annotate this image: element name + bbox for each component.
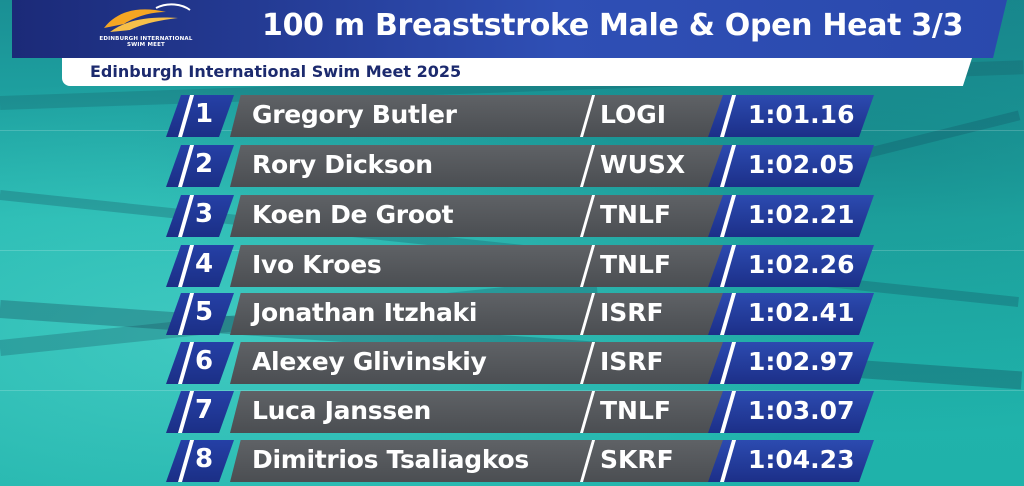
name-cell: Luca Janssen xyxy=(230,391,586,433)
meet-logo: EDINBURGH INTERNATIONAL SWIM MEET xyxy=(96,2,196,56)
rank-number: 3 xyxy=(194,199,214,229)
club-code: ISRF xyxy=(600,298,664,327)
time-cell: 1:01.16 xyxy=(708,95,874,137)
rank-number: 4 xyxy=(194,249,214,279)
result-row: 2 Rory Dickson WUSX 1:02.05 xyxy=(0,145,1024,187)
rank-cell: 6 xyxy=(166,342,234,384)
club-cell: ISRF xyxy=(572,293,724,335)
name-cell: Koen De Groot xyxy=(230,195,586,237)
name-cell: Dimitrios Tsaliagkos xyxy=(230,440,586,482)
result-row: 3 Koen De Groot TNLF 1:02.21 xyxy=(0,195,1024,237)
swimmer-name: Ivo Kroes xyxy=(252,250,382,279)
swimmer-name: Jonathan Itzhaki xyxy=(252,298,478,327)
club-code: TNLF xyxy=(600,250,671,279)
result-time: 1:02.05 xyxy=(748,150,855,179)
club-cell: TNLF xyxy=(572,195,724,237)
rank-number: 2 xyxy=(194,149,214,179)
result-time: 1:02.41 xyxy=(748,298,855,327)
rank-cell: 2 xyxy=(166,145,234,187)
name-cell: Gregory Butler xyxy=(230,95,586,137)
result-time: 1:01.16 xyxy=(748,100,855,129)
time-cell: 1:02.26 xyxy=(708,245,874,287)
result-time: 1:02.97 xyxy=(748,347,855,376)
club-cell: ISRF xyxy=(572,342,724,384)
result-row: 5 Jonathan Itzhaki ISRF 1:02.41 xyxy=(0,293,1024,335)
result-row: 7 Luca Janssen TNLF 1:03.07 xyxy=(0,391,1024,433)
header-bar: EDINBURGH INTERNATIONAL SWIM MEET 100 m … xyxy=(12,0,1007,58)
club-cell: SKRF xyxy=(572,440,724,482)
meet-name: Edinburgh International Swim Meet 2025 xyxy=(90,62,462,81)
result-time: 1:03.07 xyxy=(748,396,855,425)
rank-cell: 1 xyxy=(166,95,234,137)
rank-number: 8 xyxy=(194,444,214,474)
time-cell: 1:02.21 xyxy=(708,195,874,237)
club-code: ISRF xyxy=(600,347,664,376)
club-code: TNLF xyxy=(600,396,671,425)
time-cell: 1:03.07 xyxy=(708,391,874,433)
logo-label: EDINBURGH INTERNATIONAL SWIM MEET xyxy=(99,36,193,48)
time-cell: 1:02.97 xyxy=(708,342,874,384)
time-cell: 1:02.05 xyxy=(708,145,874,187)
time-cell: 1:04.23 xyxy=(708,440,874,482)
rank-number: 5 xyxy=(194,297,214,327)
result-time: 1:02.26 xyxy=(748,250,855,279)
club-code: WUSX xyxy=(600,150,686,179)
swimmer-wave-icon xyxy=(104,3,191,32)
swimmer-name: Alexey Glivinskiy xyxy=(252,347,487,376)
time-cell: 1:02.41 xyxy=(708,293,874,335)
club-code: LOGI xyxy=(600,100,667,129)
club-cell: TNLF xyxy=(572,391,724,433)
club-code: SKRF xyxy=(600,445,674,474)
rank-cell: 7 xyxy=(166,391,234,433)
result-row: 4 Ivo Kroes TNLF 1:02.26 xyxy=(0,245,1024,287)
rank-number: 1 xyxy=(194,99,214,129)
swimmer-name: Koen De Groot xyxy=(252,200,454,229)
rank-cell: 4 xyxy=(166,245,234,287)
result-row: 8 Dimitrios Tsaliagkos SKRF 1:04.23 xyxy=(0,440,1024,482)
result-time: 1:02.21 xyxy=(748,200,855,229)
name-cell: Rory Dickson xyxy=(230,145,586,187)
result-row: 6 Alexey Glivinskiy ISRF 1:02.97 xyxy=(0,342,1024,384)
swimmer-name: Luca Janssen xyxy=(252,396,432,425)
swimmer-name: Gregory Butler xyxy=(252,100,457,129)
name-cell: Alexey Glivinskiy xyxy=(230,342,586,384)
pool-tile-line xyxy=(0,390,1024,391)
rank-cell: 5 xyxy=(166,293,234,335)
club-code: TNLF xyxy=(600,200,671,229)
swimmer-name: Rory Dickson xyxy=(252,150,433,179)
rank-cell: 3 xyxy=(166,195,234,237)
result-time: 1:04.23 xyxy=(748,445,855,474)
name-cell: Jonathan Itzhaki xyxy=(230,293,586,335)
name-cell: Ivo Kroes xyxy=(230,245,586,287)
event-title: 100 m Breaststroke Male & Open Heat 3/3 xyxy=(262,8,964,43)
swimmer-name: Dimitrios Tsaliagkos xyxy=(252,445,529,474)
club-cell: TNLF xyxy=(572,245,724,287)
subtitle-bar: Edinburgh International Swim Meet 2025 xyxy=(62,58,972,86)
rank-number: 7 xyxy=(194,395,214,425)
club-cell: WUSX xyxy=(572,145,724,187)
result-row: 1 Gregory Butler LOGI 1:01.16 xyxy=(0,95,1024,137)
club-cell: LOGI xyxy=(572,95,724,137)
rank-number: 6 xyxy=(194,346,214,376)
rank-cell: 8 xyxy=(166,440,234,482)
